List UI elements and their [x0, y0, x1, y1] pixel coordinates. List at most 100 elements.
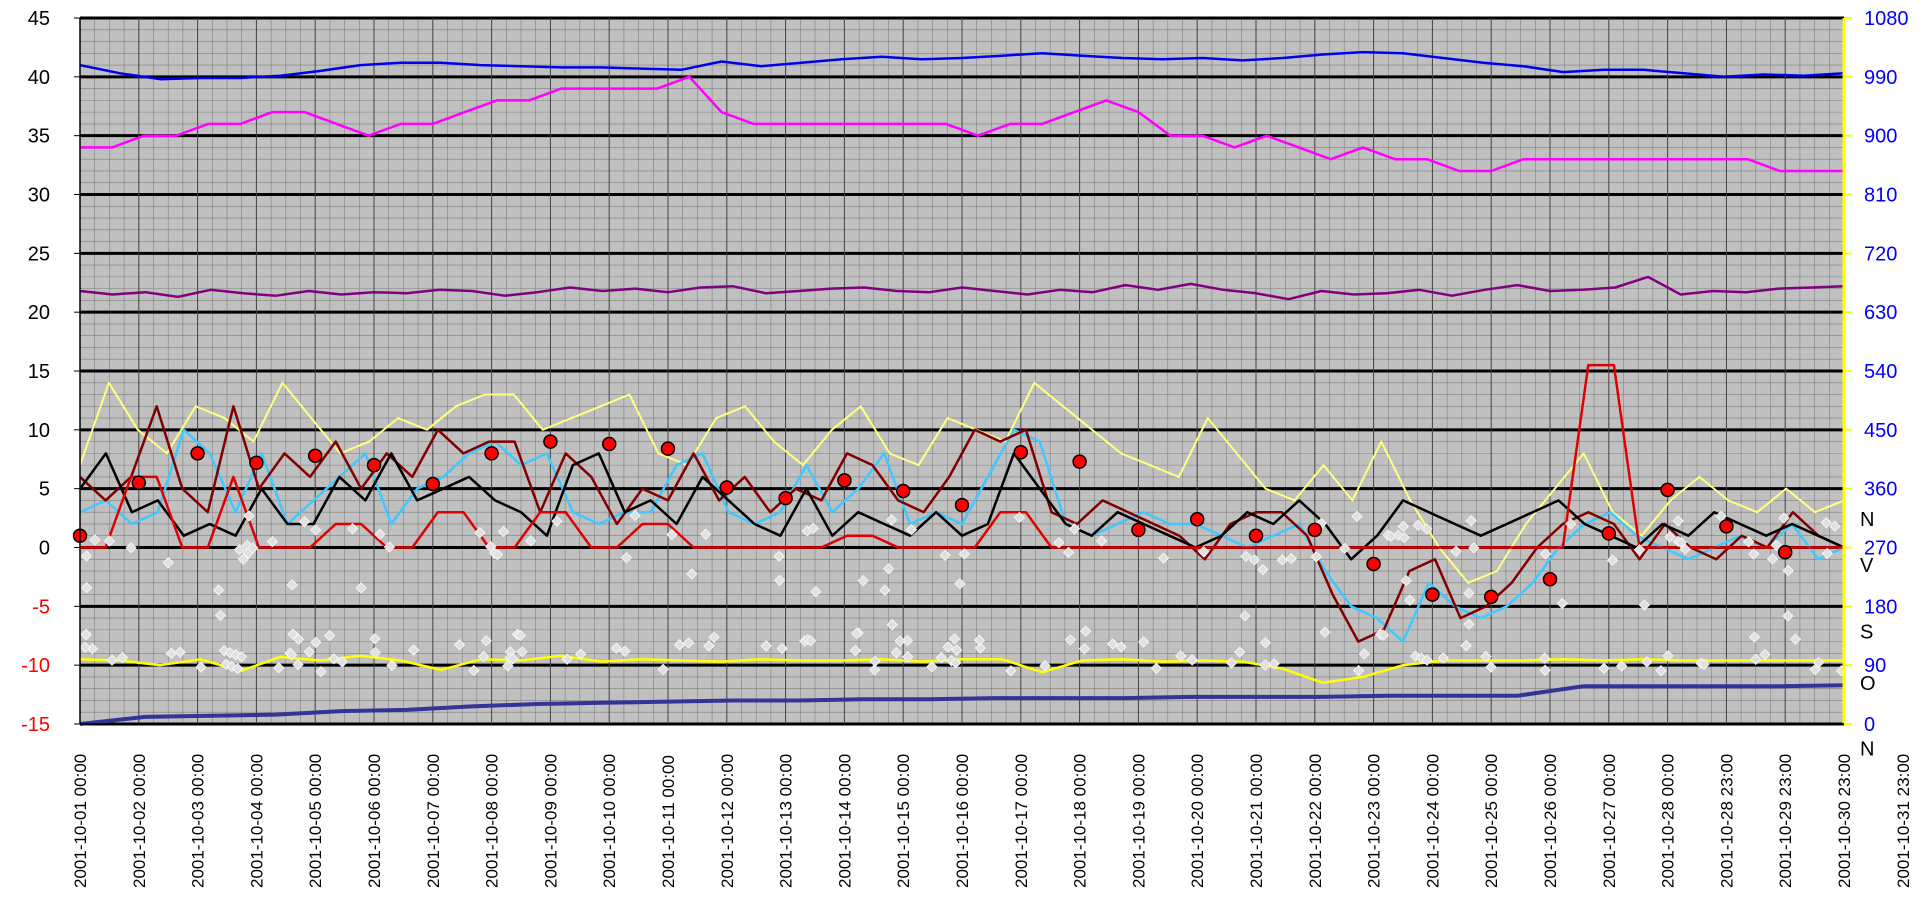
- wind-point: [125, 542, 137, 554]
- wind-point: [1715, 510, 1727, 523]
- wind-point: [1377, 629, 1390, 641]
- wind-point: [1259, 636, 1272, 649]
- wind-point: [1385, 530, 1397, 543]
- wind-point: [369, 632, 381, 645]
- wind-point: [1675, 536, 1687, 549]
- wind-point: [1319, 626, 1331, 638]
- wind-point: [954, 578, 966, 590]
- wind-point: [212, 584, 225, 596]
- daily-marker: [484, 446, 499, 461]
- wind-point: [80, 550, 93, 562]
- series-line-9: [79, 683, 1845, 726]
- wind-point: [760, 640, 772, 652]
- wind-point: [619, 645, 631, 657]
- daily-marker: [660, 441, 676, 456]
- compass-label: V: [1860, 555, 1874, 577]
- daily-marker: [1542, 572, 1558, 587]
- wind-point: [1412, 519, 1424, 532]
- wind-point: [491, 548, 504, 561]
- wind-point: [1829, 520, 1841, 532]
- daily-marker: [1777, 544, 1793, 560]
- wind-point: [700, 528, 712, 540]
- wind-point: [355, 582, 367, 594]
- x-tick-label: 2001-10-23 00:00: [1365, 754, 1384, 888]
- wind-point: [1748, 631, 1761, 643]
- wind-point: [298, 515, 311, 528]
- wind-point: [1820, 516, 1832, 529]
- wind-point: [1234, 646, 1246, 658]
- wind-point: [1078, 642, 1091, 655]
- wind-point: [939, 549, 951, 561]
- y-tick-label: 20: [28, 302, 50, 324]
- wind-point: [1698, 658, 1710, 671]
- wind-point: [1064, 634, 1077, 646]
- wind-point: [106, 654, 118, 666]
- wind-point: [810, 585, 822, 598]
- x-tick-label: 2001-10-30 23:00: [1835, 754, 1854, 888]
- x-tick-label: 2001-10-22 00:00: [1306, 754, 1325, 888]
- wind-point: [850, 627, 863, 640]
- wind-point: [886, 619, 898, 631]
- wind-point: [407, 644, 420, 656]
- wind-point: [1672, 515, 1684, 527]
- daily-marker: [1072, 454, 1087, 469]
- y2-tick-label: 630: [1864, 302, 1897, 324]
- wind-point: [383, 541, 396, 553]
- wind-point: [1339, 542, 1351, 555]
- y2-tick-label: 90: [1864, 655, 1886, 677]
- wind-point: [1743, 536, 1755, 548]
- wind-point: [286, 579, 298, 591]
- x-tick-label: 2001-10-08 00:00: [483, 754, 502, 888]
- wind-point: [1257, 563, 1269, 576]
- wind-point: [1437, 652, 1449, 664]
- wind-point: [480, 634, 492, 647]
- x-tick-label: 2001-10-19 00:00: [1129, 754, 1148, 888]
- wind-point: [1310, 551, 1322, 563]
- y-tick-label: 25: [28, 243, 50, 265]
- x-tick-label: 2001-10-03 00:00: [189, 754, 208, 888]
- wind-point: [1115, 641, 1127, 653]
- wind-point: [1485, 661, 1497, 673]
- wind-point: [116, 651, 129, 664]
- y2-tick-label: 450: [1864, 420, 1897, 442]
- daily-marker: [131, 475, 147, 491]
- x-tick-label: 2001-10-21 00:00: [1247, 754, 1266, 888]
- compass-label: O: [1860, 673, 1876, 695]
- wind-point: [80, 628, 92, 641]
- wind-point: [1664, 531, 1676, 543]
- y-tick-label: -5: [32, 596, 50, 618]
- series-line-2: [79, 275, 1845, 301]
- daily-marker: [1601, 526, 1617, 541]
- wind-point: [386, 659, 398, 672]
- series-line-0: [79, 50, 1845, 81]
- x-tick-label: 2001-10-05 00:00: [306, 754, 325, 888]
- y2-tick-label: 990: [1864, 67, 1897, 89]
- wind-point: [1598, 662, 1610, 675]
- x-tick-label: 2001-10-27 00:00: [1600, 754, 1619, 888]
- wind-point: [231, 662, 244, 675]
- wind-point: [857, 574, 869, 587]
- wind-point: [1150, 662, 1163, 674]
- wind-point: [1465, 514, 1477, 527]
- compass-label: S: [1860, 622, 1873, 644]
- wind-point: [1351, 510, 1363, 523]
- wind-point: [1068, 523, 1081, 535]
- wind-point: [1421, 654, 1433, 666]
- series-line-6: [78, 452, 1845, 561]
- wind-point: [243, 510, 255, 522]
- wind-point: [195, 661, 207, 673]
- x-tick-label: 2001-10-04 00:00: [247, 754, 266, 888]
- wind-point: [328, 653, 340, 665]
- wind-point: [1259, 659, 1271, 671]
- x-tick-label: 2001-10-02 00:00: [130, 754, 149, 888]
- wind-point: [79, 641, 91, 654]
- wind-point: [703, 640, 715, 652]
- wind-point: [1463, 587, 1475, 599]
- wind-point: [905, 523, 918, 536]
- wind-point: [807, 522, 819, 535]
- marker-layer: [72, 434, 1793, 605]
- wind-point: [1633, 544, 1646, 556]
- wind-point: [1638, 599, 1651, 611]
- wind-point: [1062, 546, 1075, 559]
